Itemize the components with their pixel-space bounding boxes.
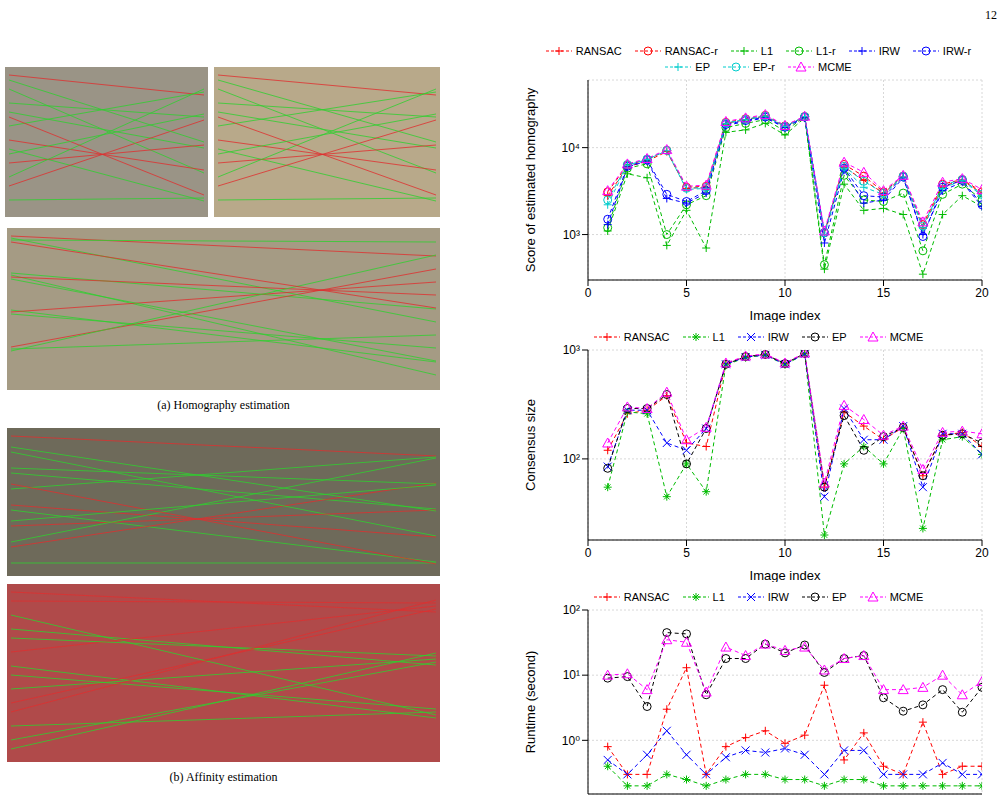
html-text:L1: L1 xyxy=(712,331,725,343)
svg-text:5: 5 xyxy=(683,546,690,560)
svg-text:10²: 10² xyxy=(563,604,580,617)
svg-text:5: 5 xyxy=(683,286,690,300)
html-text:IRW: IRW xyxy=(767,331,789,343)
svg-text:10⁰: 10⁰ xyxy=(562,734,580,748)
html-text:EP: EP xyxy=(695,61,710,73)
svg-text:0: 0 xyxy=(585,546,592,560)
html-text:EP: EP xyxy=(832,591,847,603)
svg-text:15: 15 xyxy=(877,286,891,300)
html-text:RANSAC: RANSAC xyxy=(623,591,670,603)
svg-text:10: 10 xyxy=(778,286,792,300)
svg-text:0: 0 xyxy=(585,286,592,300)
html-text:MCME: MCME xyxy=(818,61,852,73)
svg-text:Score of estimated homography: Score of estimated homography xyxy=(523,87,538,272)
svg-text:20: 20 xyxy=(975,286,989,300)
html-text:RANSAC: RANSAC xyxy=(575,45,622,57)
svg-text:Consensus size: Consensus size xyxy=(523,399,538,491)
svg-text:Runtime (second): Runtime (second) xyxy=(523,651,538,754)
html-text:RANSAC: RANSAC xyxy=(623,331,670,343)
svg-text:10⁴: 10⁴ xyxy=(561,141,580,155)
svg-text:10³: 10³ xyxy=(563,344,580,357)
svg-text:15: 15 xyxy=(877,546,891,560)
html-text:L1: L1 xyxy=(712,591,725,603)
html-text:L1-r: L1-r xyxy=(816,45,836,57)
html-text:L1: L1 xyxy=(760,45,774,57)
html-text:(b) Affinity estimation: (b) Affinity estimation xyxy=(169,770,278,784)
svg-text:10¹: 10¹ xyxy=(563,668,580,682)
html-text:(a) Homography estimation: (a) Homography estimation xyxy=(157,398,290,412)
html-text:MCME: MCME xyxy=(889,331,924,343)
html-text:MCME: MCME xyxy=(889,591,924,603)
svg-text:10: 10 xyxy=(778,546,792,560)
html-text:IRW: IRW xyxy=(767,591,789,603)
svg-text:10²: 10² xyxy=(563,452,580,466)
html-text:12: 12 xyxy=(985,8,997,22)
html-text:IRW: IRW xyxy=(878,45,900,57)
svg-text:Image index: Image index xyxy=(750,308,821,322)
html-text:EP: EP xyxy=(832,331,847,343)
html-text:EP-r: EP-r xyxy=(753,61,775,73)
svg-text:Image index: Image index xyxy=(750,568,821,582)
svg-text:20: 20 xyxy=(975,546,989,560)
html-text:IRW-r: IRW-r xyxy=(942,45,972,57)
html-text:RANSAC-r: RANSAC-r xyxy=(664,45,718,57)
svg-text:10³: 10³ xyxy=(563,228,580,242)
